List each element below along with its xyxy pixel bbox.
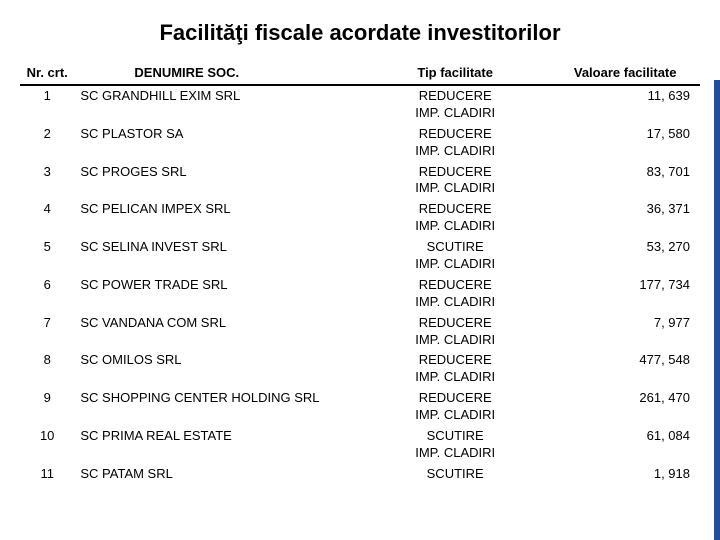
cell-nr: 7 bbox=[20, 313, 74, 351]
tip-line-1: REDUCERE bbox=[366, 390, 544, 407]
cell-tip: REDUCEREIMP. CLADIRI bbox=[360, 313, 550, 351]
cell-denum: SC GRANDHILL EXIM SRL bbox=[74, 85, 360, 124]
cell-val: 83, 701 bbox=[550, 162, 700, 200]
tip-line-1: SCUTIRE bbox=[366, 239, 544, 256]
cell-denum: SC PLASTOR SA bbox=[74, 124, 360, 162]
cell-tip: REDUCEREIMP. CLADIRI bbox=[360, 162, 550, 200]
col-header-denum: DENUMIRE SOC. bbox=[74, 61, 360, 85]
cell-tip: SCUTIRE bbox=[360, 464, 550, 485]
table-row: 11SC PATAM SRL SCUTIRE 1, 918 bbox=[20, 464, 700, 485]
table-row: 8SC OMILOS SRLREDUCEREIMP. CLADIRI477, 5… bbox=[20, 350, 700, 388]
table-row: 4SC PELICAN IMPEX SRLREDUCEREIMP. CLADIR… bbox=[20, 199, 700, 237]
cell-tip: REDUCEREIMP. CLADIRI bbox=[360, 199, 550, 237]
facilities-table: Nr. crt. DENUMIRE SOC. Tip facilitate Va… bbox=[20, 61, 700, 485]
col-header-tip: Tip facilitate bbox=[360, 61, 550, 85]
tip-line-1: REDUCERE bbox=[366, 164, 544, 181]
cell-nr: 3 bbox=[20, 162, 74, 200]
tip-line-2: IMP. CLADIRI bbox=[366, 332, 544, 349]
table-body: 1SC GRANDHILL EXIM SRLREDUCEREIMP. CLADI… bbox=[20, 85, 700, 485]
cell-nr: 5 bbox=[20, 237, 74, 275]
cell-denum: SC PATAM SRL bbox=[74, 464, 360, 485]
table-row: 1SC GRANDHILL EXIM SRLREDUCEREIMP. CLADI… bbox=[20, 85, 700, 124]
cell-val: 61, 084 bbox=[550, 426, 700, 464]
tip-line-2: IMP. CLADIRI bbox=[366, 256, 544, 273]
cell-val: 1, 918 bbox=[550, 464, 700, 485]
table-row: 5SC SELINA INVEST SRLSCUTIREIMP. CLADIRI… bbox=[20, 237, 700, 275]
tip-line-2: IMP. CLADIRI bbox=[366, 105, 544, 122]
cell-val: 177, 734 bbox=[550, 275, 700, 313]
tip-line-2: IMP. CLADIRI bbox=[366, 369, 544, 386]
tip-line-1: SCUTIRE bbox=[366, 466, 544, 483]
cell-val: 11, 639 bbox=[550, 85, 700, 124]
side-stripe bbox=[714, 80, 720, 540]
tip-line-2: IMP. CLADIRI bbox=[366, 180, 544, 197]
cell-denum: SC SELINA INVEST SRL bbox=[74, 237, 360, 275]
cell-denum: SC VANDANA COM SRL bbox=[74, 313, 360, 351]
cell-denum: SC SHOPPING CENTER HOLDING SRL bbox=[74, 388, 360, 426]
cell-nr: 10 bbox=[20, 426, 74, 464]
cell-nr: 1 bbox=[20, 85, 74, 124]
cell-val: 17, 580 bbox=[550, 124, 700, 162]
table-row: 6SC POWER TRADE SRLREDUCEREIMP. CLADIRI1… bbox=[20, 275, 700, 313]
tip-line-1: REDUCERE bbox=[366, 88, 544, 105]
cell-denum: SC PELICAN IMPEX SRL bbox=[74, 199, 360, 237]
cell-nr: 6 bbox=[20, 275, 74, 313]
cell-tip: REDUCEREIMP. CLADIRI bbox=[360, 124, 550, 162]
tip-line-2: IMP. CLADIRI bbox=[366, 294, 544, 311]
cell-val: 261, 470 bbox=[550, 388, 700, 426]
cell-nr: 4 bbox=[20, 199, 74, 237]
tip-line-1: REDUCERE bbox=[366, 201, 544, 218]
cell-denum: SC OMILOS SRL bbox=[74, 350, 360, 388]
table-row: 10SC PRIMA REAL ESTATESCUTIREIMP. CLADIR… bbox=[20, 426, 700, 464]
cell-denum: SC POWER TRADE SRL bbox=[74, 275, 360, 313]
cell-denum: SC PRIMA REAL ESTATE bbox=[74, 426, 360, 464]
page-title: Facilităţi fiscale acordate investitoril… bbox=[0, 0, 720, 61]
cell-nr: 11 bbox=[20, 464, 74, 485]
tip-line-2: IMP. CLADIRI bbox=[366, 143, 544, 160]
col-header-nr: Nr. crt. bbox=[20, 61, 74, 85]
cell-val: 53, 270 bbox=[550, 237, 700, 275]
table-row: 2SC PLASTOR SAREDUCEREIMP. CLADIRI17, 58… bbox=[20, 124, 700, 162]
cell-tip: REDUCEREIMP. CLADIRI bbox=[360, 388, 550, 426]
tip-line-2: IMP. CLADIRI bbox=[366, 445, 544, 462]
cell-nr: 2 bbox=[20, 124, 74, 162]
tip-line-2: IMP. CLADIRI bbox=[366, 218, 544, 235]
table-container: Nr. crt. DENUMIRE SOC. Tip facilitate Va… bbox=[0, 61, 720, 485]
cell-tip: SCUTIREIMP. CLADIRI bbox=[360, 237, 550, 275]
tip-line-1: REDUCERE bbox=[366, 315, 544, 332]
cell-tip: SCUTIREIMP. CLADIRI bbox=[360, 426, 550, 464]
cell-val: 7, 977 bbox=[550, 313, 700, 351]
table-header-row: Nr. crt. DENUMIRE SOC. Tip facilitate Va… bbox=[20, 61, 700, 85]
tip-line-1: REDUCERE bbox=[366, 352, 544, 369]
table-row: 7SC VANDANA COM SRLREDUCEREIMP. CLADIRI7… bbox=[20, 313, 700, 351]
cell-val: 36, 371 bbox=[550, 199, 700, 237]
col-header-val: Valoare facilitate bbox=[550, 61, 700, 85]
tip-line-1: SCUTIRE bbox=[366, 428, 544, 445]
cell-tip: REDUCEREIMP. CLADIRI bbox=[360, 350, 550, 388]
table-row: 9SC SHOPPING CENTER HOLDING SRLREDUCEREI… bbox=[20, 388, 700, 426]
cell-tip: REDUCEREIMP. CLADIRI bbox=[360, 85, 550, 124]
table-row: 3SC PROGES SRLREDUCEREIMP. CLADIRI83, 70… bbox=[20, 162, 700, 200]
cell-denum: SC PROGES SRL bbox=[74, 162, 360, 200]
cell-tip: REDUCEREIMP. CLADIRI bbox=[360, 275, 550, 313]
tip-line-1: REDUCERE bbox=[366, 126, 544, 143]
cell-nr: 8 bbox=[20, 350, 74, 388]
cell-val: 477, 548 bbox=[550, 350, 700, 388]
cell-nr: 9 bbox=[20, 388, 74, 426]
tip-line-2: IMP. CLADIRI bbox=[366, 407, 544, 424]
tip-line-1: REDUCERE bbox=[366, 277, 544, 294]
